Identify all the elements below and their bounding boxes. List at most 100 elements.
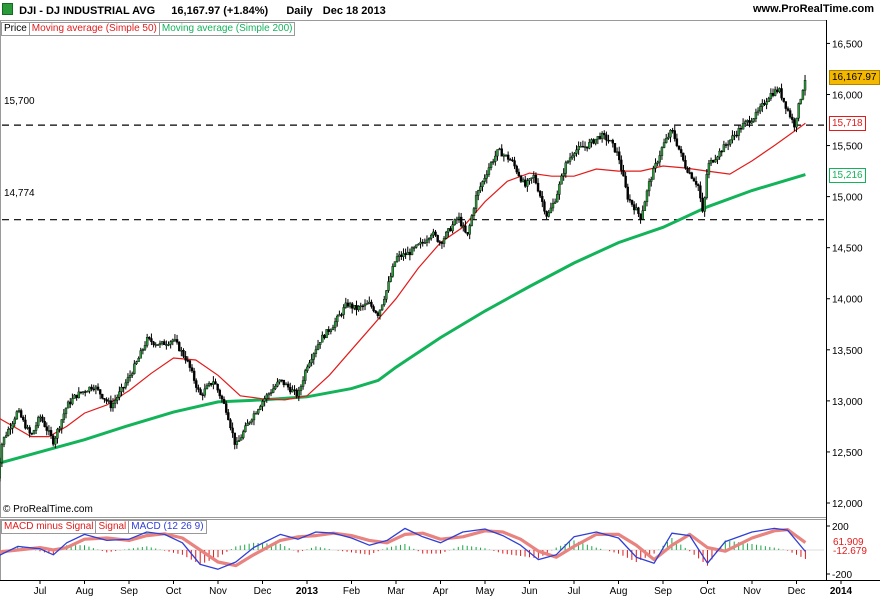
price-bar <box>218 388 221 399</box>
price-bar <box>299 384 303 396</box>
legend-price[interactable]: Price <box>2 23 30 35</box>
price-bar <box>346 299 350 309</box>
x-tick-label-13: Aug <box>610 586 628 597</box>
price-bar <box>692 176 696 182</box>
price-bar <box>502 153 506 162</box>
price-bar <box>436 234 439 243</box>
macd-signal-line <box>0 528 807 568</box>
price-bar <box>432 228 435 238</box>
price-bar <box>658 150 661 167</box>
price-bar <box>316 339 320 351</box>
y-tick-label-6: 15,000 <box>832 193 863 204</box>
price-bar <box>635 203 638 211</box>
ma50-value-box: 15,718 <box>829 116 866 132</box>
last-price-change: 16,167.97 (+1.84%) <box>171 5 269 17</box>
price-bar <box>139 347 142 359</box>
price-bar <box>118 386 121 401</box>
y-tick-label-0: 12,000 <box>832 499 863 510</box>
price-bar <box>665 133 668 144</box>
price-bar <box>197 384 200 393</box>
price-bar <box>632 201 636 215</box>
price-bar <box>788 108 792 119</box>
date-label: Dec 18 2013 <box>322 5 386 17</box>
price-bar <box>603 130 606 140</box>
price-bar <box>175 334 179 345</box>
price-bar <box>611 138 615 148</box>
price-bar <box>126 373 130 386</box>
price-bar <box>434 229 437 237</box>
price-bar <box>451 221 454 234</box>
price-bar <box>716 155 719 165</box>
price-bar <box>675 133 679 148</box>
legend-macd-hist[interactable]: MACD minus Signal <box>2 521 97 533</box>
price-bar <box>744 119 747 128</box>
price-bar <box>400 251 403 260</box>
price-bar <box>378 309 382 320</box>
price-bar <box>795 117 798 133</box>
price-bar <box>45 422 48 436</box>
price-bar <box>11 421 14 434</box>
price-bar <box>120 383 123 397</box>
price-bar <box>466 232 469 237</box>
price-bar <box>761 99 764 113</box>
price-bar <box>297 386 301 402</box>
price-bar <box>679 146 683 157</box>
price-bar <box>549 202 553 214</box>
price-bar <box>380 304 384 311</box>
price-bar <box>207 381 211 388</box>
legend-ma200[interactable]: Moving average (Simple 200) <box>161 23 293 34</box>
price-bar <box>306 364 309 373</box>
price-bar <box>385 290 388 303</box>
y-tick-label-8: 16,000 <box>832 90 863 101</box>
price-bar <box>227 409 230 421</box>
price-bar <box>259 404 262 411</box>
price-bar <box>133 360 136 375</box>
x-tick-label-12: Jul <box>568 586 581 597</box>
price-bar <box>545 210 548 220</box>
price-bar <box>754 108 758 123</box>
price-bar <box>419 237 422 249</box>
price-bar <box>340 312 343 318</box>
price-bar <box>165 340 168 350</box>
price-bar <box>246 419 249 426</box>
price-bar <box>113 394 117 409</box>
price-bar <box>701 192 704 213</box>
price-bar <box>470 214 474 227</box>
price-bar <box>205 383 209 390</box>
price-bar <box>667 132 670 140</box>
price-bar <box>771 88 775 98</box>
price-bar <box>286 381 290 391</box>
site-label[interactable]: www.ProRealTime.com <box>752 3 874 15</box>
legend-macd-signal[interactable]: Signal <box>96 521 130 533</box>
price-bar <box>455 216 459 225</box>
price-bar <box>64 407 68 419</box>
price-bar <box>564 160 568 178</box>
price-bar <box>41 414 44 423</box>
price-bar <box>393 261 397 268</box>
price-bar <box>494 150 497 166</box>
price-bar <box>271 383 275 394</box>
legend-ma50[interactable]: Moving average (Simple 50) <box>30 23 160 35</box>
price-bar <box>214 378 217 385</box>
price-bar <box>372 304 375 313</box>
price-bar <box>637 206 640 218</box>
symbol-title: DJI - DJ INDUSTRIAL AVG <box>19 5 156 17</box>
price-bar <box>618 146 621 165</box>
price-bar <box>538 190 542 199</box>
price-bar <box>229 418 232 431</box>
price-bar <box>797 102 800 122</box>
price-bar <box>184 351 187 364</box>
price-bar <box>274 383 277 391</box>
price-bar <box>628 194 632 203</box>
price-bar <box>254 411 258 415</box>
price-bar <box>630 199 634 207</box>
price-bar <box>464 220 467 234</box>
price-bar <box>750 117 753 124</box>
price-bar <box>699 181 702 203</box>
legend-macd-line[interactable]: MACD (12 26 9) <box>131 521 204 532</box>
price-bar <box>684 155 687 170</box>
x-tick-label-9: Apr <box>433 586 449 597</box>
price-bar <box>167 341 170 347</box>
price-bar <box>517 168 521 177</box>
